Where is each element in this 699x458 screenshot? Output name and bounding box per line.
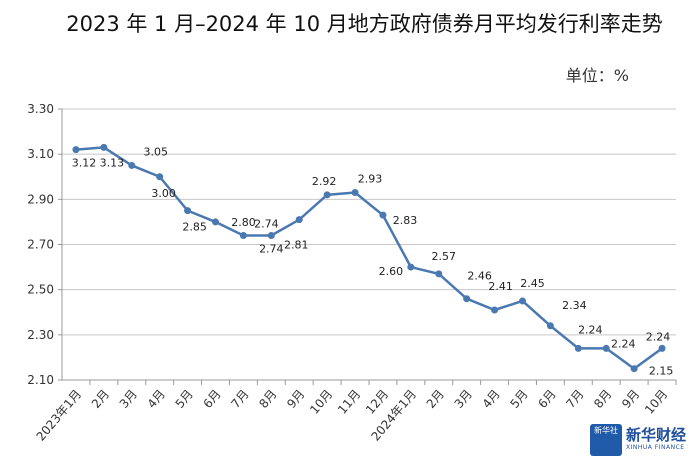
data-label: 2.81 [284,239,309,252]
data-label: 2.85 [182,221,207,234]
x-tick-label: 4月 [145,387,168,411]
data-label: 2.41 [488,280,513,293]
x-tick-label: 9月 [284,387,307,411]
data-label: 3.00 [151,187,176,200]
x-tick-label: 5月 [173,387,196,411]
data-point [379,211,387,219]
x-tick-label: 10月 [642,387,670,417]
x-tick-label: 8月 [591,387,614,411]
xinhua-logo-box: 新华社 [590,424,622,456]
data-label: 2.46 [467,270,492,283]
x-tick-label: 2023年1月 [34,387,85,444]
data-label: 2.92 [312,175,337,188]
data-point [435,270,443,278]
data-label: 2.80 [231,216,256,229]
data-label: 2.45 [520,277,545,290]
data-point [267,231,275,239]
data-label: 2.60 [379,265,404,278]
data-point [100,143,108,151]
x-tick-label: 4月 [480,387,503,411]
x-tick-label: 6月 [200,387,223,411]
x-tick-label: 5月 [507,387,530,411]
x-tick-label: 6月 [535,387,558,411]
data-label: 2.15 [649,365,674,378]
x-tick-label: 7月 [563,387,586,411]
data-point [407,263,415,271]
y-tick-label: 2.30 [27,328,54,342]
data-point [491,306,499,314]
y-tick-label: 3.30 [27,102,54,116]
y-tick-label: 2.70 [27,238,54,252]
y-tick-label: 2.50 [27,283,54,297]
series-line [75,146,663,371]
x-tick-label: 2月 [424,387,447,411]
data-point [128,161,136,169]
data-label: 2.93 [358,173,383,186]
data-point [658,344,666,352]
data-point [323,191,331,199]
y-tick-label: 2.90 [27,192,54,206]
data-point [602,344,610,352]
x-tick-label: 9月 [619,387,642,411]
data-label: 2.74 [254,217,279,230]
y-tick-label: 3.10 [27,147,54,161]
data-point [546,322,554,330]
data-label: 3.12 [72,157,97,170]
data-label: 2.57 [432,250,457,263]
data-point [184,207,192,215]
x-tick-label: 3月 [117,387,140,411]
data-point [212,218,219,226]
data-point [630,365,638,373]
data-point [574,344,582,352]
unit-label: 单位：% [565,66,629,85]
chart-title: 2023 年 1 月–2024 年 10 月地方政府债券月平均发行利率走势 [66,12,663,36]
data-point [519,297,526,305]
data-label: 3.05 [144,145,169,158]
data-point [156,173,164,181]
data-point [463,295,471,303]
x-tick-label: 11月 [335,387,363,417]
x-tick-label: 2月 [89,387,112,411]
data-label: 2.74 [259,242,284,255]
data-label: 2.34 [562,299,587,312]
data-label: 2.83 [393,214,418,227]
logo-sub: XINHUA FINANCE [626,444,685,451]
data-label: 2.24 [646,330,671,343]
y-tick-label: 2.10 [27,373,54,387]
x-tick-label: 8月 [256,387,279,411]
data-point [295,216,303,224]
x-tick-label: 7月 [228,387,251,411]
x-tick-label: 3月 [452,387,475,411]
data-label: 2.24 [578,323,603,336]
data-point [72,146,80,154]
xinhua-finance-logo: 新华社 新华财经 XINHUA FINANCE [590,424,697,456]
data-point [239,231,247,239]
x-tick-label: 10月 [307,387,335,417]
data-label: 2.24 [611,337,636,350]
data-point [351,189,359,197]
logo-brand: 新华财经 [626,426,687,444]
data-label: 3.13 [100,156,125,169]
